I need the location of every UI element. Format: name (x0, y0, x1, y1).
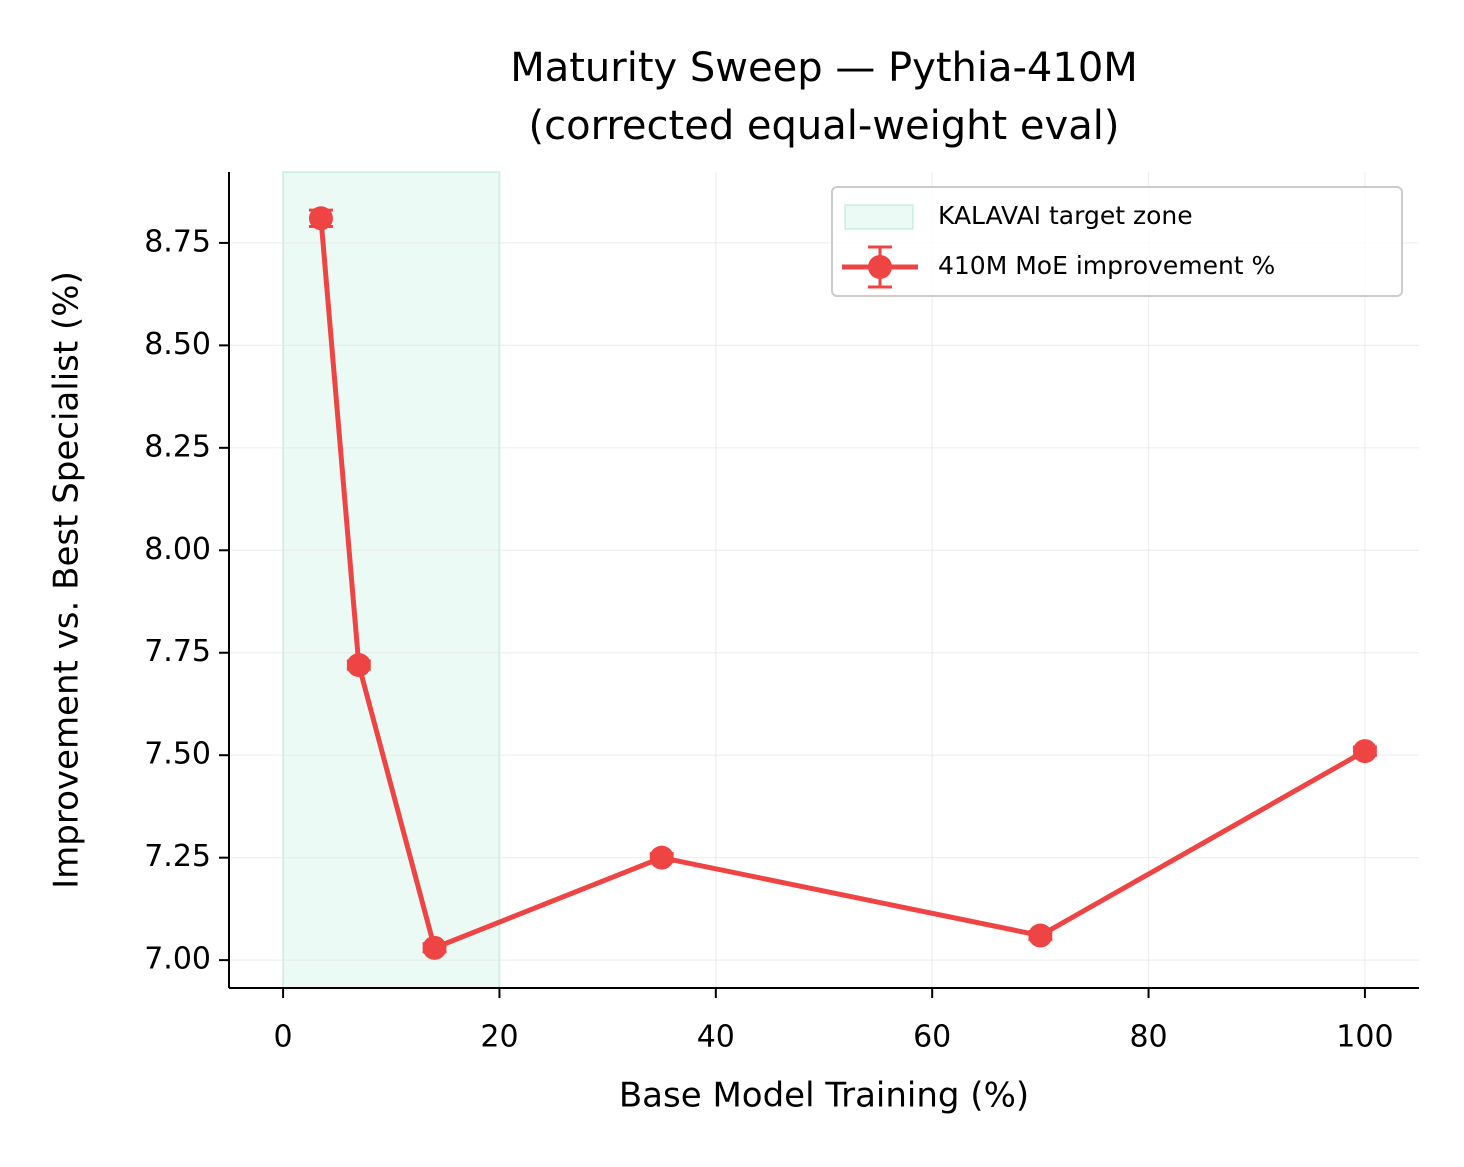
y-tick-label: 7.75 (144, 634, 211, 669)
y-axis-label: Improvement vs. Best Specialist (%) (47, 271, 87, 889)
legend-swatch (844, 204, 914, 230)
legend-label: 410M MoE improvement % (938, 251, 1275, 280)
legend-box (831, 186, 1403, 297)
legend-marker (868, 255, 892, 279)
x-tick-label: 0 (274, 1020, 293, 1055)
chart-title: (corrected equal-weight eval) (529, 103, 1120, 149)
data-point (346, 653, 371, 678)
data-point (1028, 923, 1053, 948)
data-point (308, 206, 333, 231)
y-tick-label: 7.25 (144, 839, 211, 874)
y-tick-label: 8.50 (144, 327, 211, 362)
data-point (422, 935, 447, 960)
y-tick-label: 8.00 (144, 532, 211, 567)
data-point (649, 845, 674, 870)
data-point (1352, 739, 1377, 764)
y-tick-label: 8.75 (144, 224, 211, 259)
target-zone (282, 171, 501, 989)
legend-label: KALAVAI target zone (938, 201, 1193, 230)
x-axis-label: Base Model Training (%) (619, 1076, 1029, 1116)
series-line (318, 218, 1367, 952)
chart-title: Maturity Sweep — Pythia-410M (510, 45, 1138, 91)
x-tick-label: 100 (1336, 1020, 1393, 1055)
y-tick-label: 7.00 (144, 942, 211, 977)
x-tick-label: 80 (1129, 1020, 1167, 1055)
x-tick-label: 20 (480, 1020, 518, 1055)
x-tick-label: 60 (913, 1020, 951, 1055)
y-tick-label: 8.25 (144, 429, 211, 464)
x-tick-label: 40 (697, 1020, 735, 1055)
y-tick-label: 7.50 (144, 737, 211, 772)
